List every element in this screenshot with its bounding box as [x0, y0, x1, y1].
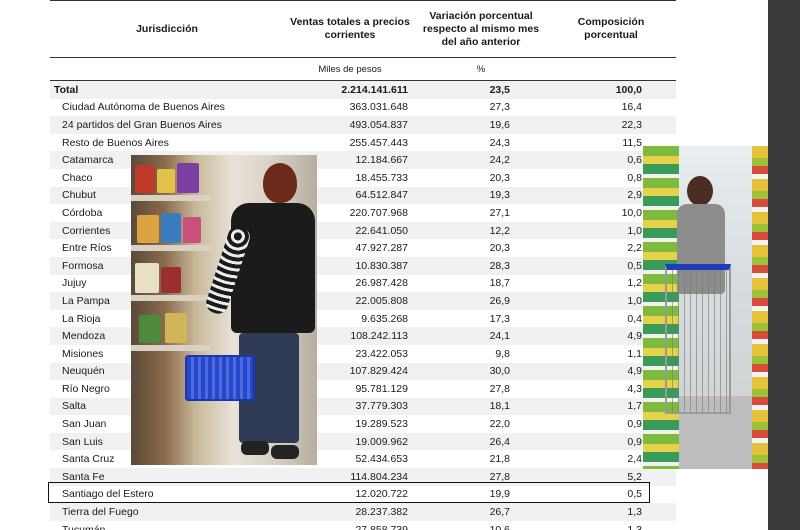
row-variacion: 20,3	[416, 239, 546, 257]
row-variacion: 23,5	[416, 80, 546, 99]
row-name: Resto de Buenos Aires	[50, 133, 284, 152]
row-variacion: 26,7	[416, 503, 546, 521]
units-variacion: %	[416, 57, 546, 81]
row-name: Total	[50, 80, 284, 99]
shopper-basket-photo	[131, 155, 317, 465]
row-ventas: 37.779.303	[284, 397, 416, 416]
table-row: Resto de Buenos Aires 255.457.443 24,3 11,5	[50, 133, 676, 152]
row-variacion: 27,1	[416, 204, 546, 222]
page-edge-band	[768, 0, 800, 530]
row-variacion: 26,9	[416, 292, 546, 310]
row-ventas: 12.020.722	[284, 485, 416, 504]
units-blank	[50, 57, 284, 81]
row-ventas: 26.987.428	[284, 274, 416, 293]
row-variacion: 21,8	[416, 450, 546, 469]
row-variacion: 20,3	[416, 168, 546, 187]
row-name: Santiago del Estero	[50, 485, 284, 504]
row-ventas: 64.512.847	[284, 186, 416, 205]
highlight-box-santiago-del-estero	[48, 482, 650, 503]
row-composicion: 16,4	[546, 98, 676, 117]
units-composicion	[546, 57, 676, 81]
row-composicion: 100,0	[546, 80, 676, 99]
header-ventas: Ventas totales a precios corrientes	[284, 0, 416, 58]
row-ventas: 28.237.382	[284, 503, 416, 521]
table-row: 24 partidos del Gran Buenos Aires 493.054…	[50, 116, 676, 134]
units-ventas: Miles de pesos	[284, 57, 416, 81]
row-ventas: 9.635.268	[284, 309, 416, 328]
row-composicion: 1,3	[546, 503, 676, 521]
table-row: Santa Fe 114.804.234 27,8 5,2	[50, 468, 676, 486]
row-composicion: 5,2	[546, 468, 676, 486]
row-name: 24 partidos del Gran Buenos Aires	[50, 116, 284, 134]
row-variacion: 24,3	[416, 133, 546, 152]
row-ventas: 493.054.837	[284, 116, 416, 134]
row-variacion: 27,8	[416, 380, 546, 398]
row-ventas: 19.009.962	[284, 432, 416, 451]
row-variacion: 27,8	[416, 468, 546, 486]
header-composicion: Composición porcentual	[546, 0, 676, 58]
row-variacion: 19,9	[416, 485, 546, 504]
row-ventas: 108.242.113	[284, 327, 416, 345]
header-jurisdiccion: Jurisdicción	[50, 0, 284, 58]
row-composicion: 22,3	[546, 116, 676, 134]
row-composicion: 1,3	[546, 520, 676, 530]
row-ventas: 220.707.968	[284, 204, 416, 222]
row-ventas: 23.422.053	[284, 344, 416, 363]
row-variacion: 18,1	[416, 397, 546, 416]
row-variacion: 30,0	[416, 362, 546, 381]
row-ventas: 27.858.739	[284, 520, 416, 530]
row-variacion: 12,2	[416, 221, 546, 240]
row-ventas: 2.214.141.611	[284, 80, 416, 99]
row-name: Tucumán	[50, 520, 284, 530]
row-ventas: 363.031.648	[284, 98, 416, 117]
row-ventas: 47.927.287	[284, 239, 416, 257]
row-ventas: 19.289.523	[284, 415, 416, 433]
row-variacion: 19,3	[416, 186, 546, 205]
row-ventas: 22.641.050	[284, 221, 416, 240]
row-ventas: 10.830.387	[284, 256, 416, 275]
row-composicion: 0,5	[546, 485, 676, 504]
row-ventas: 255.457.443	[284, 133, 416, 152]
row-variacion: 22,0	[416, 415, 546, 433]
row-variacion: 9,8	[416, 344, 546, 363]
row-variacion: 26,4	[416, 432, 546, 451]
row-variacion: 17,3	[416, 309, 546, 328]
header-variacion: Variación porcentual respecto al mismo m…	[416, 0, 546, 58]
row-variacion: 28,3	[416, 256, 546, 275]
table-row: Santiago del Estero 12.020.722 19,9 0,5	[50, 485, 676, 504]
row-ventas: 114.804.234	[284, 468, 416, 486]
row-ventas: 12.184.667	[284, 151, 416, 169]
row-ventas: 22.005.808	[284, 292, 416, 310]
row-variacion: 24,2	[416, 151, 546, 169]
row-ventas: 95.781.129	[284, 380, 416, 398]
table-row: Tierra del Fuego 28.237.382 26,7 1,3	[50, 503, 676, 521]
table-row: La Rioja 9.635.268 17,3 0,4	[50, 309, 676, 328]
row-name: Ciudad Autónoma de Buenos Aires	[50, 98, 284, 117]
row-variacion: 27,3	[416, 98, 546, 117]
row-variacion: 24,1	[416, 327, 546, 345]
row-ventas: 107.829.424	[284, 362, 416, 381]
row-variacion: 18,7	[416, 274, 546, 293]
row-name: Santa Fe	[50, 468, 284, 486]
row-ventas: 52.434.653	[284, 450, 416, 469]
row-name: Tierra del Fuego	[50, 503, 284, 521]
table-row: Tucumán 27.858.739 10,6 1,3	[50, 520, 676, 530]
row-variacion: 10,6	[416, 520, 546, 530]
table-row: Ciudad Autónoma de Buenos Aires 363.031.6…	[50, 98, 676, 117]
row-ventas: 18.455.733	[284, 168, 416, 187]
table-row-total: Total 2.214.141.611 23,5 100,0	[50, 80, 676, 99]
row-variacion: 19,6	[416, 116, 546, 134]
